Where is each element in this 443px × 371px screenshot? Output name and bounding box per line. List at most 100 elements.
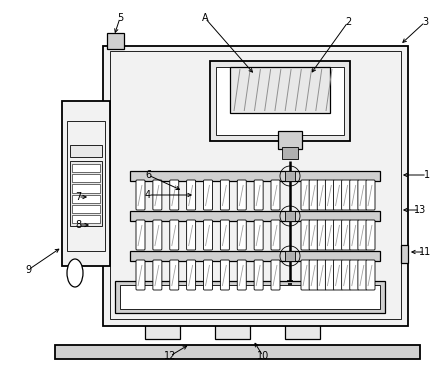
- FancyBboxPatch shape: [271, 220, 280, 250]
- FancyBboxPatch shape: [170, 220, 179, 250]
- Bar: [67, 121, 105, 251]
- FancyBboxPatch shape: [153, 260, 162, 290]
- FancyBboxPatch shape: [153, 180, 162, 210]
- Bar: [70, 161, 102, 226]
- FancyBboxPatch shape: [342, 260, 350, 290]
- FancyBboxPatch shape: [271, 260, 280, 290]
- Text: 7: 7: [75, 192, 81, 202]
- Bar: [285, 211, 295, 221]
- FancyBboxPatch shape: [309, 220, 318, 250]
- FancyBboxPatch shape: [350, 260, 359, 290]
- Bar: [120, 285, 380, 309]
- Bar: [285, 251, 295, 261]
- Text: 3: 3: [422, 17, 428, 27]
- FancyBboxPatch shape: [358, 180, 367, 210]
- Bar: [72, 215, 100, 223]
- FancyBboxPatch shape: [187, 260, 196, 290]
- Text: 13: 13: [414, 205, 426, 215]
- FancyBboxPatch shape: [254, 260, 263, 290]
- Text: 9: 9: [25, 265, 31, 275]
- FancyBboxPatch shape: [237, 220, 246, 250]
- FancyBboxPatch shape: [136, 220, 145, 250]
- FancyBboxPatch shape: [187, 220, 196, 250]
- Bar: [282, 147, 298, 159]
- Bar: [285, 171, 295, 181]
- Bar: [107, 33, 124, 49]
- Text: 1: 1: [424, 170, 430, 180]
- FancyBboxPatch shape: [220, 180, 229, 210]
- FancyBboxPatch shape: [271, 180, 280, 210]
- FancyBboxPatch shape: [334, 220, 342, 250]
- FancyBboxPatch shape: [317, 220, 326, 250]
- Bar: [72, 205, 100, 213]
- Bar: [216, 67, 344, 135]
- FancyBboxPatch shape: [170, 180, 179, 210]
- Bar: [215, 323, 250, 339]
- FancyBboxPatch shape: [136, 180, 145, 210]
- FancyBboxPatch shape: [254, 220, 263, 250]
- FancyBboxPatch shape: [254, 180, 263, 210]
- Text: 8: 8: [75, 220, 81, 230]
- FancyBboxPatch shape: [309, 260, 318, 290]
- Bar: [110, 51, 401, 319]
- Bar: [210, 61, 350, 141]
- Text: 4: 4: [145, 190, 151, 200]
- FancyBboxPatch shape: [334, 180, 342, 210]
- FancyBboxPatch shape: [350, 220, 359, 250]
- FancyBboxPatch shape: [366, 260, 375, 290]
- FancyBboxPatch shape: [301, 260, 310, 290]
- FancyBboxPatch shape: [187, 180, 196, 210]
- Bar: [130, 211, 380, 221]
- Text: 10: 10: [257, 351, 269, 361]
- Text: A: A: [202, 13, 208, 23]
- Bar: [278, 131, 302, 149]
- Bar: [70, 145, 102, 157]
- Bar: [130, 251, 380, 261]
- FancyBboxPatch shape: [358, 220, 367, 250]
- FancyBboxPatch shape: [203, 180, 213, 210]
- FancyBboxPatch shape: [220, 260, 229, 290]
- FancyBboxPatch shape: [366, 180, 375, 210]
- FancyBboxPatch shape: [325, 180, 334, 210]
- Text: 12: 12: [164, 351, 176, 361]
- FancyBboxPatch shape: [301, 220, 310, 250]
- FancyBboxPatch shape: [237, 260, 246, 290]
- FancyBboxPatch shape: [309, 180, 318, 210]
- Bar: [72, 164, 100, 172]
- Bar: [130, 171, 380, 181]
- FancyBboxPatch shape: [220, 220, 229, 250]
- FancyBboxPatch shape: [325, 260, 334, 290]
- Bar: [401, 245, 408, 263]
- FancyBboxPatch shape: [317, 180, 326, 210]
- FancyBboxPatch shape: [203, 260, 213, 290]
- FancyBboxPatch shape: [358, 260, 367, 290]
- Bar: [115, 281, 385, 313]
- FancyBboxPatch shape: [325, 220, 334, 250]
- Ellipse shape: [67, 259, 83, 287]
- FancyBboxPatch shape: [203, 220, 213, 250]
- Text: 6: 6: [145, 170, 151, 180]
- FancyBboxPatch shape: [170, 260, 179, 290]
- Bar: [72, 174, 100, 182]
- FancyBboxPatch shape: [237, 180, 246, 210]
- Bar: [62, 101, 110, 266]
- FancyBboxPatch shape: [342, 180, 350, 210]
- FancyBboxPatch shape: [153, 220, 162, 250]
- Text: 11: 11: [419, 247, 431, 257]
- FancyBboxPatch shape: [317, 260, 326, 290]
- Bar: [230, 67, 330, 113]
- FancyBboxPatch shape: [334, 260, 342, 290]
- FancyBboxPatch shape: [342, 220, 350, 250]
- Text: 2: 2: [345, 17, 351, 27]
- Bar: [72, 194, 100, 203]
- FancyBboxPatch shape: [136, 260, 145, 290]
- FancyBboxPatch shape: [301, 180, 310, 210]
- Bar: [103, 46, 408, 326]
- Bar: [72, 184, 100, 193]
- FancyBboxPatch shape: [366, 220, 375, 250]
- Bar: [285, 323, 320, 339]
- FancyBboxPatch shape: [350, 180, 359, 210]
- Bar: [145, 323, 180, 339]
- Bar: [55, 345, 420, 359]
- Text: 5: 5: [117, 13, 123, 23]
